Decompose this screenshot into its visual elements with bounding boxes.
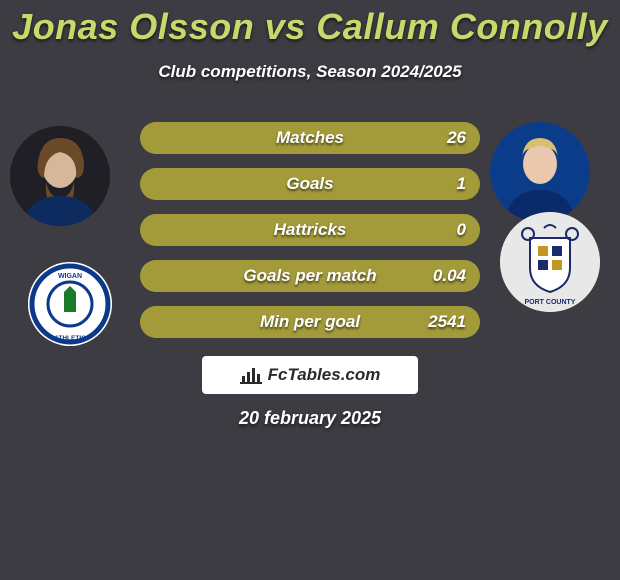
club-left-crest: WIGAN ATHLETIC [28, 262, 112, 346]
stat-row: Goals per match 0.04 [140, 260, 480, 292]
date-label: 20 february 2025 [0, 408, 620, 429]
page-title: Jonas Olsson vs Callum Connolly [0, 6, 620, 48]
club-right-crest: PORT COUNTY [500, 212, 600, 312]
person-icon [490, 122, 590, 222]
player-right-avatar [490, 122, 590, 222]
source-label: FcTables.com [268, 365, 381, 385]
crest-icon: PORT COUNTY [500, 212, 600, 312]
comparison-infographic: Jonas Olsson vs Callum Connolly Club com… [0, 0, 620, 580]
subtitle: Club competitions, Season 2024/2025 [0, 62, 620, 82]
source-name: FcTables [268, 365, 341, 384]
stat-row: Goals 1 [140, 168, 480, 200]
stat-row: Matches 26 [140, 122, 480, 154]
crest-icon: WIGAN ATHLETIC [28, 262, 112, 346]
person-icon [10, 126, 110, 226]
stat-value: 0 [457, 220, 466, 240]
source-ext: .com [341, 365, 381, 384]
stat-row: Min per goal 2541 [140, 306, 480, 338]
stat-value: 0.04 [433, 266, 466, 286]
stat-bars: Matches 26 Goals 1 Hattricks 0 Goals per… [140, 122, 480, 352]
source-badge: FcTables.com [202, 356, 418, 394]
bar-chart-icon [240, 366, 262, 384]
svg-text:PORT COUNTY: PORT COUNTY [525, 299, 576, 306]
stat-label: Matches [140, 128, 480, 148]
stat-value: 2541 [428, 312, 466, 332]
svg-text:ATHLETIC: ATHLETIC [54, 335, 86, 342]
stat-value: 26 [447, 128, 466, 148]
stat-label: Goals [140, 174, 480, 194]
stat-label: Goals per match [140, 266, 480, 286]
stat-row: Hattricks 0 [140, 214, 480, 246]
svg-text:WIGAN: WIGAN [58, 273, 82, 280]
player-left-avatar [10, 126, 110, 226]
stat-value: 1 [457, 174, 466, 194]
stat-label: Hattricks [140, 220, 480, 240]
